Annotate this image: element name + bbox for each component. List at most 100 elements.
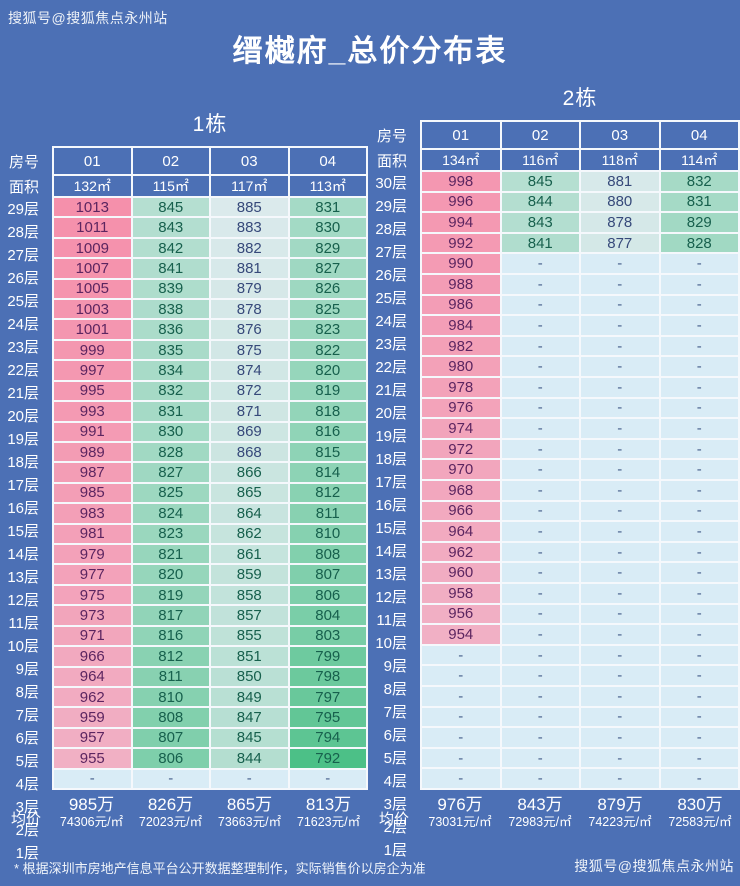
price-cell: 865 [211, 483, 288, 503]
price-cell: 990 [422, 254, 500, 273]
floor-label: 3层 [15, 799, 39, 816]
price-cell: - [581, 542, 659, 562]
average-cell: 865万 73663元/㎡ [210, 794, 289, 831]
price-cell: - [422, 769, 500, 788]
area-cell: 113㎡ [289, 176, 366, 196]
price-cell: 806 [289, 585, 366, 605]
price-cell: - [581, 584, 659, 603]
area-cell: 134㎡ [422, 150, 500, 170]
room-number-header: 02 [132, 148, 209, 174]
price-cell: 962 [422, 542, 500, 562]
price-cell: - [581, 419, 659, 438]
average-cell: 879万 74223元/㎡ [580, 794, 660, 831]
price-cell: - [501, 460, 579, 479]
price-cell: 869 [211, 422, 288, 441]
price-cell: 827 [289, 259, 366, 278]
price-cell: 975 [54, 585, 131, 605]
price-cell: 845 [211, 728, 288, 748]
floor-label: 20层 [7, 408, 39, 425]
price-cell: - [501, 542, 579, 562]
price-cell: 977 [54, 565, 131, 584]
price-cell: 987 [54, 463, 131, 482]
price-cell: - [660, 707, 738, 727]
price-cell: 811 [132, 667, 209, 686]
price-cell: - [211, 769, 288, 788]
average-unit-price: 73031元/㎡ [428, 815, 492, 830]
price-cell: - [581, 707, 659, 727]
price-cell: - [660, 419, 738, 438]
price-cell: - [581, 563, 659, 582]
price-cell: 976 [422, 398, 500, 418]
price-cell: 962 [54, 687, 131, 707]
price-cell: 832 [132, 381, 209, 401]
price-cell: 804 [289, 606, 366, 625]
price-cell: 959 [54, 708, 131, 727]
price-cell: 964 [54, 667, 131, 686]
price-cell: 819 [289, 381, 366, 401]
price-cell: - [501, 254, 579, 273]
price-cell: 820 [289, 361, 366, 380]
price-cell: 830 [289, 218, 366, 237]
price-cell: 857 [211, 606, 288, 625]
price-cell: - [581, 316, 659, 335]
price-cell: 991 [54, 422, 131, 441]
floor-label: 25层 [7, 293, 39, 310]
price-cell: 993 [54, 402, 131, 421]
floor-label: 6层 [383, 727, 407, 744]
price-cell: - [422, 728, 500, 747]
floor-label: 27层 [375, 244, 407, 261]
watermark-top: 搜狐号@搜狐焦点永州站 [8, 10, 168, 26]
price-cell: 830 [132, 422, 209, 441]
price-cell: - [422, 666, 500, 685]
price-cell: 829 [660, 213, 738, 232]
price-cell: 956 [422, 604, 500, 624]
floor-label: 26层 [7, 270, 39, 287]
room-number-header: 04 [660, 122, 738, 148]
price-cell: - [581, 666, 659, 685]
floor-label: 24层 [7, 316, 39, 333]
price-cell: - [501, 481, 579, 500]
price-cell: - [501, 316, 579, 335]
price-cell: - [581, 336, 659, 356]
price-cell: 824 [132, 504, 209, 523]
price-cell: 841 [132, 259, 209, 278]
floor-label: 11层 [8, 615, 39, 632]
room-number-header: 02 [501, 122, 579, 148]
price-cell: - [501, 604, 579, 624]
price-cell: - [660, 584, 738, 603]
price-cell: - [501, 357, 579, 376]
price-cell: 875 [211, 340, 288, 360]
price-cell: - [660, 254, 738, 273]
price-cell: 798 [289, 667, 366, 686]
price-cell: - [660, 542, 738, 562]
price-cell: 964 [422, 522, 500, 541]
price-cell: 834 [132, 361, 209, 380]
price-cell: - [501, 769, 579, 788]
price-cell: 984 [422, 316, 500, 335]
floor-label: 1层 [15, 845, 39, 862]
floor-label: 11层 [376, 612, 407, 629]
average-row: 985万 74306元/㎡ 826万 72023元/㎡ 865万 73663元/㎡ 813万… [52, 794, 368, 831]
price-cell: 823 [289, 320, 366, 339]
price-cell: - [660, 481, 738, 500]
floor-label: 3层 [383, 796, 407, 813]
average-unit-price: 74223元/㎡ [588, 815, 652, 830]
floor-label: 28层 [7, 224, 39, 241]
floor-label: 24层 [375, 313, 407, 330]
price-cell: - [501, 398, 579, 418]
price-cell: - [581, 769, 659, 788]
floor-label: 12层 [375, 589, 407, 606]
price-cell: - [54, 769, 131, 788]
floor-label: 7层 [15, 707, 39, 724]
floor-label: 2层 [383, 819, 407, 836]
price-cell: 799 [289, 647, 366, 666]
price-cell: 859 [211, 565, 288, 584]
price-cell: - [660, 316, 738, 335]
price-cell: - [660, 728, 738, 747]
area-cell: 116㎡ [501, 150, 579, 170]
price-cell: 986 [422, 295, 500, 315]
price-cell: 992 [422, 233, 500, 253]
price-cell: - [581, 604, 659, 624]
price-cell: 880 [581, 192, 659, 212]
floor-label: 17层 [375, 474, 407, 491]
